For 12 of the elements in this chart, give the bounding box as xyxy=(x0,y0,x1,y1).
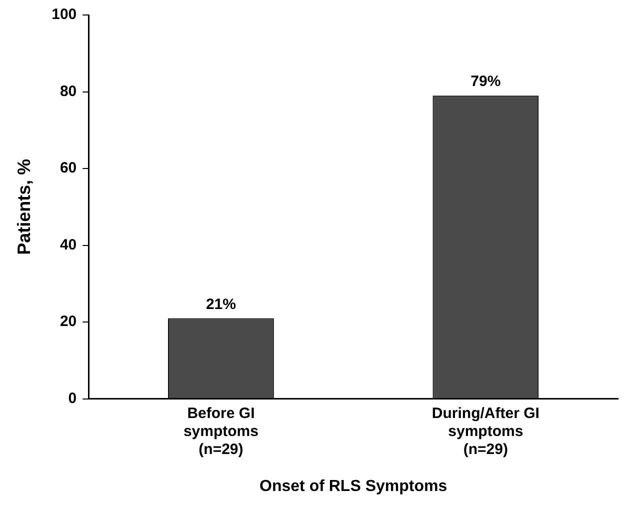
data-label: 79% xyxy=(470,73,501,90)
y-tick-label: 20 xyxy=(60,313,77,330)
y-tick-label: 100 xyxy=(52,6,77,24)
x-tick-label: Before GI symptoms (n=29) xyxy=(183,404,258,458)
y-tick-label: 80 xyxy=(60,82,77,100)
y-tick-label: 40 xyxy=(60,236,77,254)
x-tick-label: During/After GI symptoms (n=29) xyxy=(432,404,540,458)
y-axis-title: Patients, % xyxy=(14,158,34,255)
y-tick-label: 60 xyxy=(60,160,77,177)
x-axis-title: Onset of RLS Symptoms xyxy=(260,478,448,495)
y-tick-label: 0 xyxy=(68,390,77,407)
data-label: 21% xyxy=(206,296,236,313)
